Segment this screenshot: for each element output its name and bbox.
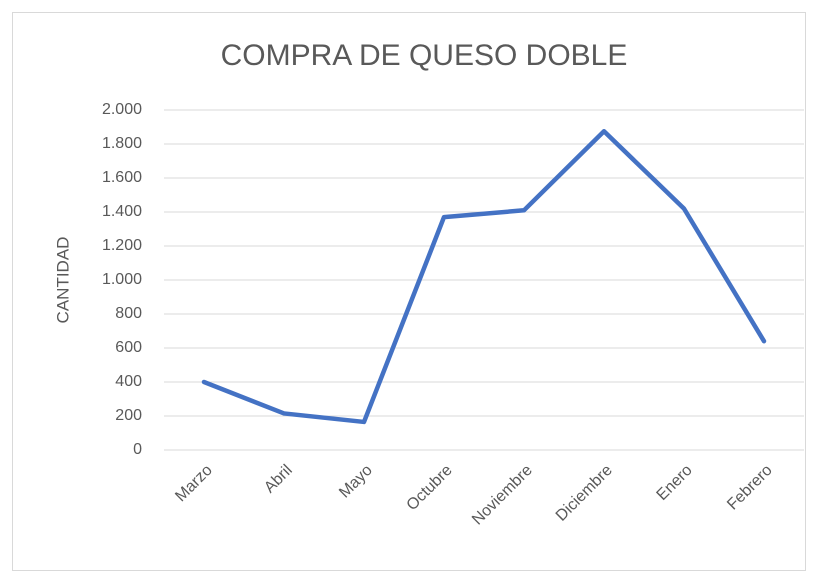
y-tick-label: 800	[115, 305, 142, 322]
y-axis-label: CANTIDAD	[53, 237, 72, 324]
y-tick-label: 200	[115, 407, 142, 424]
y-tick-label: 600	[115, 339, 142, 356]
y-tick-label: 0	[133, 441, 142, 458]
y-tick-label: 1.400	[102, 203, 142, 220]
data-line	[201, 129, 767, 425]
y-tick-label: 1.000	[102, 271, 142, 288]
y-tick-label: 1.800	[102, 135, 142, 152]
y-tick-label: 400	[115, 373, 142, 390]
y-tick-label: 1.200	[102, 237, 142, 254]
chart-frame	[12, 12, 806, 571]
chart-title: COMPRA DE QUESO DOBLE	[221, 39, 628, 72]
y-tick-label: 1.600	[102, 169, 142, 186]
y-tick-label: 2.000	[102, 101, 142, 118]
